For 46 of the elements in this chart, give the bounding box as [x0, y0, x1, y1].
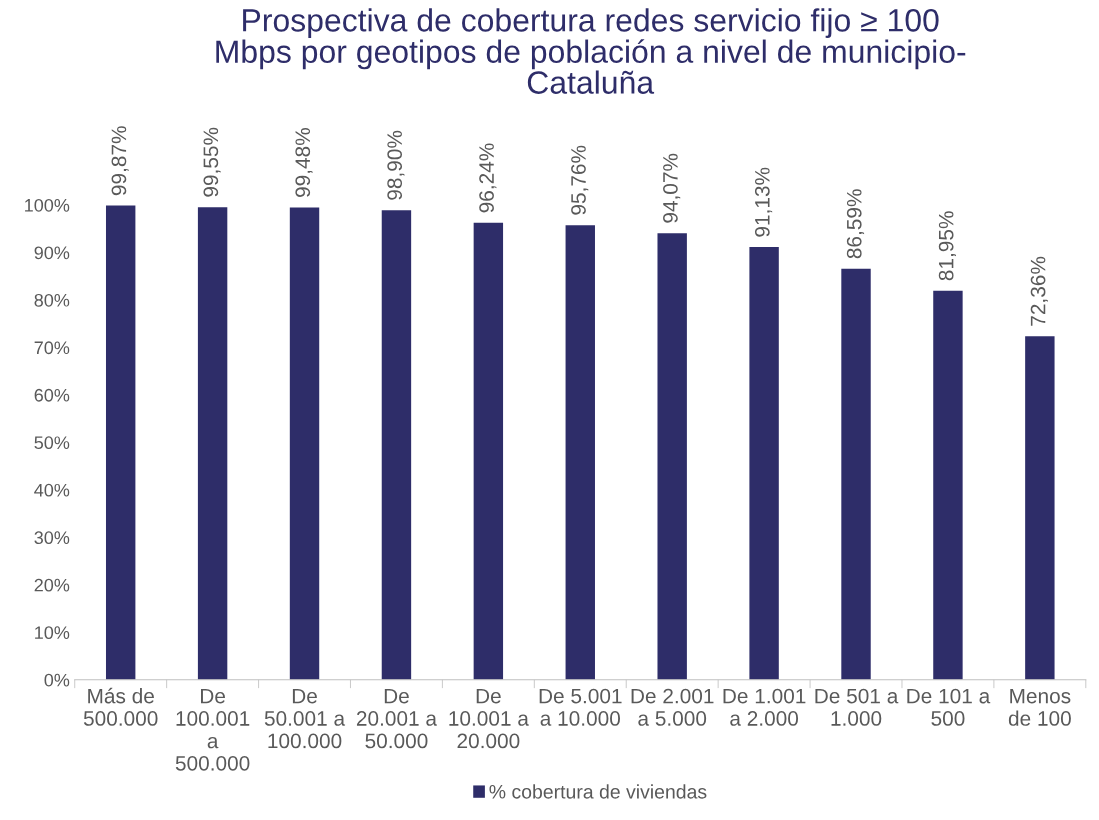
y-tick-label: 60%	[34, 388, 70, 402]
data-label: 99,87%	[111, 126, 129, 196]
data-label: 96,24%	[479, 143, 497, 213]
data-label: 99,48%	[295, 128, 313, 197]
x-tick-label: De 50.001 a 100.000	[264, 688, 346, 749]
y-tick-label: 30%	[34, 531, 70, 545]
x-tick-label: De 20.001 a 50.000	[356, 688, 437, 749]
y-tick-label: 80%	[34, 293, 70, 307]
data-label: 94,07%	[663, 153, 681, 223]
data-label: 81,95%	[938, 211, 956, 281]
bar	[565, 225, 595, 680]
bar	[933, 290, 963, 680]
data-label: 72,36%	[1030, 256, 1048, 326]
y-tick-label: 70%	[34, 341, 70, 355]
bar	[473, 222, 504, 680]
bar	[749, 247, 779, 680]
data-label: 95,76%	[571, 145, 589, 215]
y-tick-label: 20%	[34, 578, 70, 592]
bar	[197, 207, 228, 680]
x-tick-label: Más de 500.000	[83, 687, 158, 726]
data-label: 91,13%	[754, 167, 773, 237]
y-tick-label: 40%	[34, 483, 70, 497]
y-tick-label: 10%	[35, 626, 70, 640]
y-tick-label: 90%	[34, 246, 70, 260]
bar	[1025, 336, 1055, 680]
bar	[657, 233, 687, 680]
legend-label: % cobertura de viviendas	[489, 784, 707, 799]
x-tick-label: De 100.001 a 500.000	[175, 688, 250, 771]
x-tick-label: De 2.001 a 5.000	[631, 688, 714, 726]
bar	[381, 210, 412, 680]
x-tick-label: De 10.001 a 20.000	[449, 688, 529, 749]
y-tick-label: 0%	[44, 673, 70, 687]
y-tick-label: 100%	[25, 198, 70, 212]
x-tick-label: De 101 a 500	[907, 688, 991, 726]
x-tick-label: Menos de 100	[1008, 688, 1071, 726]
x-tick-label: De 1.001 a 2.000	[723, 688, 806, 726]
bar	[289, 207, 320, 680]
chart-title: Prospectiva de cobertura redes servicio fijo ≥ 100 Mbps por geotipos de población a nivel de municipio- Cataluña	[216, 8, 966, 94]
data-label: 86,59%	[846, 189, 865, 259]
data-label: 98,90%	[387, 130, 405, 200]
bar	[105, 205, 136, 680]
x-tick-label: De 5.001 a 10.000	[539, 688, 622, 726]
data-label: 99,55%	[203, 127, 221, 197]
x-tick-label: De 501 a 1.000	[815, 688, 899, 726]
y-tick-label: 50%	[34, 436, 70, 450]
bar	[841, 268, 871, 680]
